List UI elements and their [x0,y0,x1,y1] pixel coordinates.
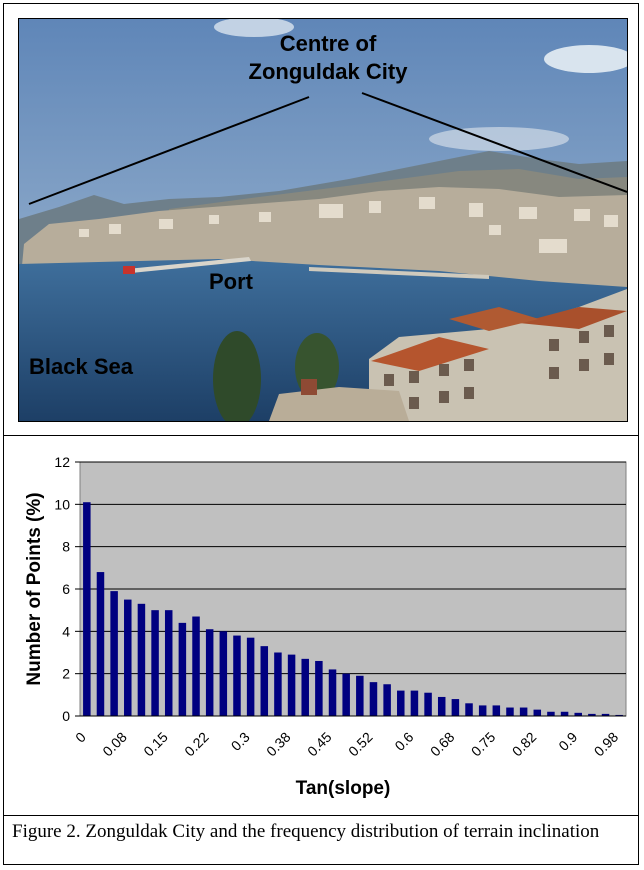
bar [547,711,555,716]
bar [356,675,364,716]
chart-svg: 0 2 4 6 8 10 12 0 0.08 0.15 0.22 0.3 0.38 0.45 0.52 0.… [24,454,627,799]
bar [124,599,132,716]
bar [615,714,623,716]
bar [519,707,528,716]
y-axis-label: Number of Points (%) [24,492,45,685]
y-tick-label: 8 [62,539,70,555]
bar [342,673,350,716]
x-tick-label: 0.08 [99,729,130,760]
bar [492,705,501,716]
bar [246,637,255,716]
bar [83,502,91,716]
y-tick-label: 10 [54,496,70,512]
y-tick-label: 4 [62,623,70,639]
bar [383,684,391,716]
bar [601,713,610,716]
bar [137,603,146,716]
bar [397,690,405,716]
bar [205,629,214,716]
bar [328,669,337,716]
caption-divider [3,815,639,816]
breakwater [127,257,251,273]
bar [451,699,460,716]
x-tick-label: 0.6 [391,729,416,754]
bar [437,696,446,716]
figure-caption: Figure 2. Zonguldak City and the frequen… [12,821,600,842]
bar [301,658,309,716]
bar [315,660,323,716]
y-ticks: 0 2 4 6 8 10 12 [54,454,80,724]
label-centre-line1: Centre of [280,31,377,56]
x-tick-label: 0.38 [263,729,294,760]
x-tick-label: 0.9 [555,729,580,754]
x-axis-label: Tan(slope) [296,778,391,799]
x-tick-label: 0.15 [140,729,171,760]
x-ticks: 0 0.08 0.15 0.22 0.3 0.38 0.45 0.52 0.6 0.68 0.75 0… [72,729,621,760]
bars [80,502,626,717]
y-tick-label: 2 [62,666,70,682]
bar [192,616,200,716]
y-tick-label: 0 [62,708,70,724]
bar [151,610,159,716]
row-divider [3,435,639,436]
x-tick-label: 0 [72,729,89,746]
bar [96,572,105,716]
bar [274,652,282,716]
x-tick-label: 0.22 [181,729,212,760]
bar [574,712,582,716]
bar [260,646,269,716]
leader-line-right [361,92,627,193]
bar [110,591,118,716]
bar [465,703,473,716]
city-photo: Centre of Zonguldak City Port Black Sea [18,18,628,422]
bar [560,711,569,716]
bar [369,682,378,716]
x-tick-label: 0.45 [304,729,335,760]
x-tick-label: 0.82 [509,729,540,760]
bar [219,631,228,716]
y-tick-label: 6 [62,581,70,597]
bar [588,713,596,716]
bar [178,622,187,716]
bar [533,709,542,716]
tree [213,331,261,421]
x-tick-label: 0.68 [427,729,458,760]
x-tick-label: 0.75 [468,729,499,760]
bar [233,635,241,716]
label-centre-line2: Zonguldak City [249,59,409,84]
bar [410,690,419,716]
bar [424,692,432,716]
label-black-sea: Black Sea [29,354,134,379]
bar [506,707,514,716]
slope-histogram: 0 2 4 6 8 10 12 0 0.08 0.15 0.22 0.3 0.38 0.45 0.52 0.… [18,450,628,810]
y-tick-label: 12 [54,454,70,470]
leader-line-left [28,96,310,205]
bar [164,610,173,716]
x-tick-label: 0.52 [345,729,376,760]
bar [478,705,487,716]
bar [287,654,296,716]
x-tick-label: 0.98 [591,729,622,760]
label-port: Port [209,269,254,294]
x-tick-label: 0.3 [228,729,253,754]
